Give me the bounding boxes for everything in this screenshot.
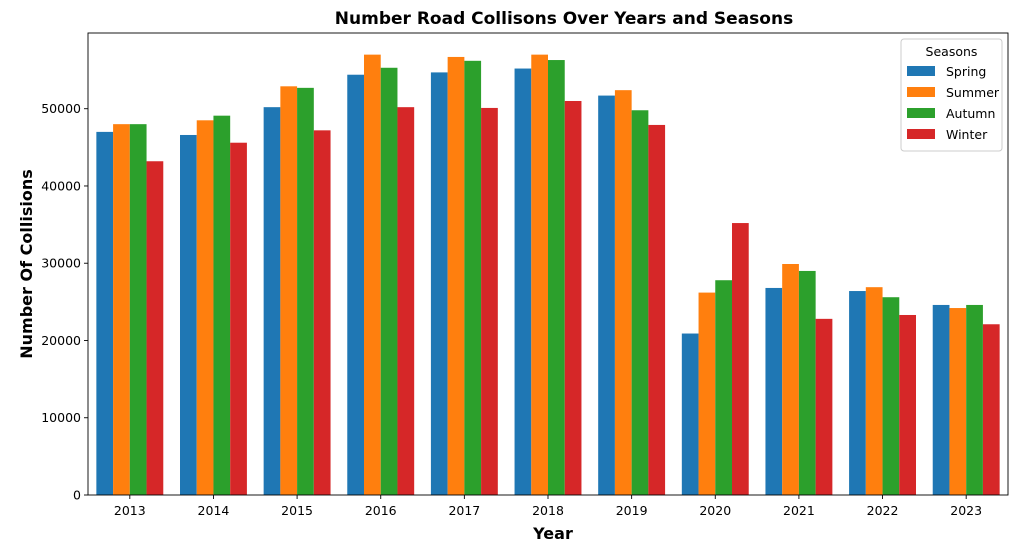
- x-tick-label: 2022: [867, 503, 899, 518]
- legend-swatch-autumn: [907, 108, 935, 118]
- bar-summer-2014: [196, 120, 214, 496]
- bar-winter-2020: [732, 223, 749, 496]
- bar-autumn-2015: [297, 87, 314, 495]
- bar-autumn-2014: [213, 115, 231, 496]
- bar-winter-2015: [313, 130, 331, 495]
- bar-autumn-2022: [882, 297, 900, 495]
- x-tick-label: 2016: [365, 503, 397, 518]
- legend-label-summer: Summer: [946, 85, 1000, 100]
- bar-spring-2022: [849, 291, 866, 495]
- legend: Seasons Spring Summer Autumn Winter: [900, 38, 1003, 152]
- chart-title: Number Road Collisons Over Years and Sea…: [335, 9, 793, 29]
- bar-spring-2016: [347, 74, 364, 495]
- y-tick-label: 20000: [41, 333, 81, 348]
- x-tick-label: 2019: [616, 503, 648, 518]
- x-tick-label: 2023: [950, 503, 982, 518]
- bar-summer-2019: [614, 90, 632, 496]
- bar-spring-2014: [180, 134, 197, 496]
- bar-autumn-2023: [966, 304, 983, 495]
- bar-spring-2019: [598, 95, 615, 495]
- bar-summer-2022: [865, 287, 883, 495]
- y-tick-label: 50000: [41, 101, 81, 116]
- bar-autumn-2016: [380, 67, 398, 496]
- bar-summer-2023: [949, 308, 967, 495]
- bar-spring-2013: [96, 131, 114, 495]
- x-tick-label: 2017: [448, 503, 480, 518]
- legend-swatch-winter: [907, 129, 935, 139]
- legend-swatch-summer: [907, 87, 935, 97]
- series-summer: [113, 54, 967, 496]
- bar-autumn-2017: [464, 60, 482, 496]
- y-axis-label: Number Of Collisions: [17, 169, 36, 358]
- x-tick-label: 2020: [699, 503, 731, 518]
- bar-summer-2013: [113, 124, 130, 495]
- x-axis-label: Year: [532, 524, 573, 543]
- bar-summer-2021: [782, 264, 799, 495]
- bar-winter-2014: [230, 142, 247, 495]
- legend-label-spring: Spring: [946, 64, 986, 79]
- bar-summer-2016: [364, 54, 381, 495]
- bar-spring-2020: [681, 333, 699, 495]
- bar-summer-2020: [698, 292, 716, 495]
- bar-autumn-2019: [631, 110, 649, 495]
- legend-label-winter: Winter: [946, 127, 988, 142]
- x-tick-label: 2013: [114, 503, 146, 518]
- series-autumn: [129, 60, 983, 496]
- plot-area: 2013 2014 2015 2016 2017 2018 2019 2020 2021 2022…: [41, 32, 1009, 518]
- bar-summer-2015: [280, 86, 298, 495]
- bar-spring-2017: [430, 72, 448, 496]
- bar-summer-2017: [447, 56, 465, 495]
- y-tick-label: 10000: [41, 410, 81, 425]
- bar-winter-2021: [815, 318, 833, 495]
- bar-autumn-2021: [798, 270, 816, 495]
- series-winter: [146, 100, 1000, 496]
- bar-spring-2023: [932, 304, 950, 495]
- y-tick-label: 40000: [41, 178, 81, 193]
- bar-winter-2017: [481, 107, 498, 495]
- bar-winter-2013: [146, 161, 164, 495]
- bar-autumn-2018: [548, 60, 565, 495]
- series-spring: [96, 68, 950, 496]
- bar-winter-2016: [397, 107, 415, 496]
- bar-summer-2018: [531, 54, 548, 495]
- legend-swatch-spring: [907, 66, 935, 76]
- x-tick-label: 2021: [783, 503, 815, 518]
- bar-winter-2023: [982, 324, 1000, 495]
- legend-label-autumn: Autumn: [946, 106, 995, 121]
- legend-title: Seasons: [926, 44, 978, 59]
- bar-winter-2022: [899, 314, 916, 495]
- bar-autumn-2013: [129, 124, 147, 495]
- bar-spring-2015: [263, 107, 281, 496]
- y-tick-label: 30000: [41, 256, 81, 271]
- x-tick-label: 2018: [532, 503, 564, 518]
- bar-spring-2018: [514, 68, 532, 495]
- bar-spring-2021: [765, 287, 783, 495]
- y-tick-label: 0: [73, 488, 81, 503]
- bar-winter-2019: [648, 124, 666, 495]
- bar-winter-2018: [564, 100, 582, 496]
- x-tick-label: 2015: [281, 503, 313, 518]
- x-tick-label: 2014: [198, 503, 230, 518]
- bar-autumn-2020: [715, 280, 732, 495]
